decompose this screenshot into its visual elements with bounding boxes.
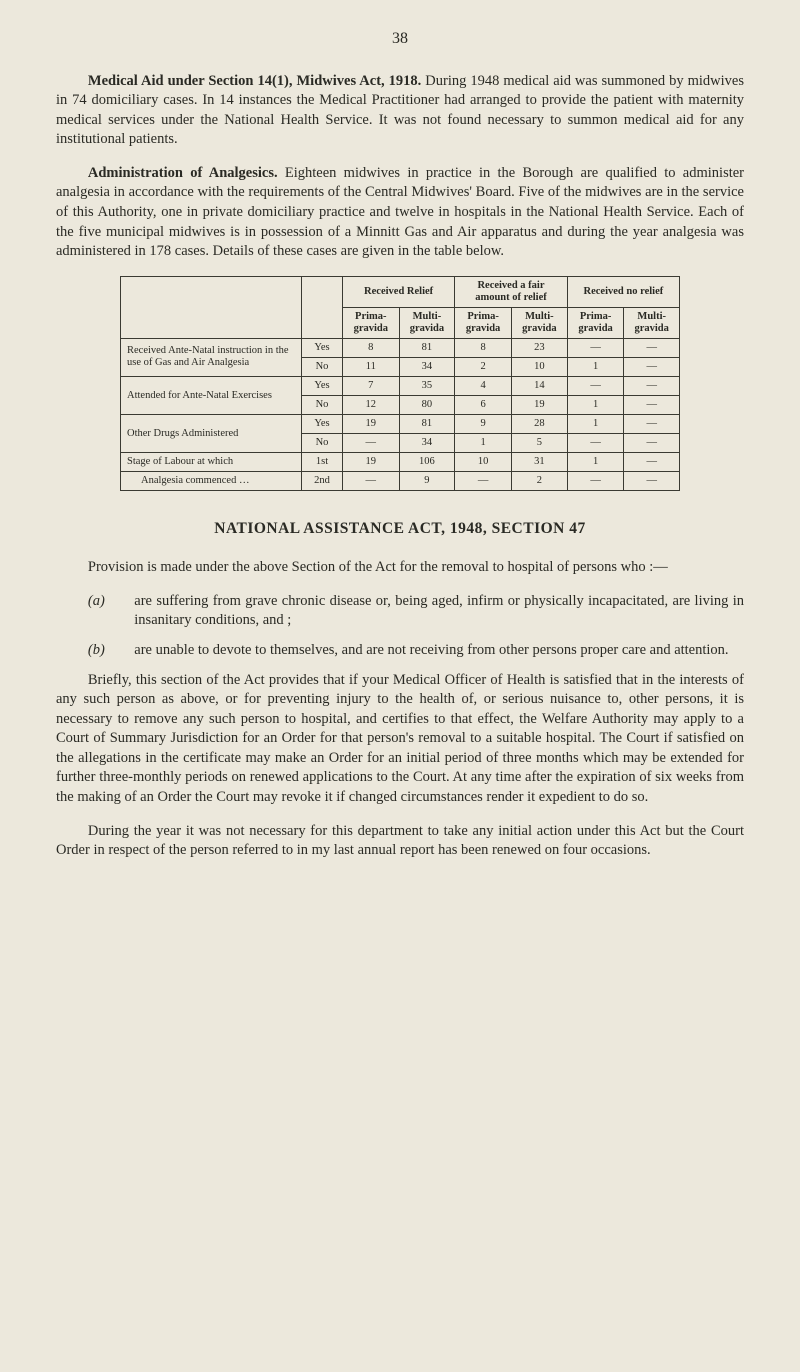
cell: 8: [455, 338, 512, 357]
table-row: Attended for Ante-Natal Exercises Yes 7 …: [121, 377, 680, 396]
row-label: Stage of Labour at which: [121, 453, 302, 472]
cell: 14: [512, 377, 568, 396]
row-sub: Yes: [302, 377, 343, 396]
cell: —: [567, 377, 624, 396]
list-body: are suffering from grave chronic disease…: [134, 592, 744, 631]
cell: 80: [399, 396, 455, 415]
cell: 4: [455, 377, 512, 396]
list-marker: (a): [56, 592, 134, 631]
cell: 23: [512, 338, 568, 357]
cell: —: [567, 338, 624, 357]
cell: 35: [399, 377, 455, 396]
row-sub: Yes: [302, 415, 343, 434]
th-sub: Multi-gravida: [624, 307, 680, 338]
paragraph-analgesics: Administration of Analgesics. Eighteen m…: [56, 164, 744, 262]
table-wrap: Received Relief Received a fair amount o…: [56, 276, 744, 492]
cell: —: [624, 434, 680, 453]
th-received-relief: Received Relief: [343, 276, 455, 307]
analgesia-table: Received Relief Received a fair amount o…: [120, 276, 680, 492]
row-label: Other Drugs Administered: [121, 415, 302, 453]
row-sub: 2nd: [302, 472, 343, 491]
cell: —: [624, 472, 680, 491]
table-header-row-1: Received Relief Received a fair amount o…: [121, 276, 680, 307]
row-label: Analgesia commenced …: [121, 472, 302, 491]
th-sub: Prima-gravida: [343, 307, 400, 338]
row-sub: Yes: [302, 338, 343, 357]
cell: —: [343, 434, 400, 453]
th-sub: Prima-gravida: [455, 307, 512, 338]
cell: —: [567, 434, 624, 453]
cell: 19: [512, 396, 568, 415]
lead-medical-aid: Medical Aid under Section 14(1), Midwive…: [88, 73, 421, 89]
list-item-a: (a) are suffering from grave chronic dis…: [56, 592, 744, 631]
cell: 9: [399, 472, 455, 491]
cell: 2: [455, 357, 512, 376]
cell: —: [624, 396, 680, 415]
paragraph-medical-aid: Medical Aid under Section 14(1), Midwive…: [56, 72, 744, 150]
cell: 9: [455, 415, 512, 434]
cell: 81: [399, 338, 455, 357]
cell: 8: [343, 338, 400, 357]
cell: 1: [567, 453, 624, 472]
table-row: Received Ante-Natal instruction in the u…: [121, 338, 680, 357]
cell: 1: [567, 415, 624, 434]
cell: 1: [567, 396, 624, 415]
cell: 34: [399, 357, 455, 376]
cell: —: [624, 415, 680, 434]
table-row: Stage of Labour at which 1st 19 106 10 3…: [121, 453, 680, 472]
cell: 19: [343, 453, 400, 472]
cell: 34: [399, 434, 455, 453]
cell: —: [455, 472, 512, 491]
th-no-relief: Received no relief: [567, 276, 679, 307]
table-row: Analgesia commenced … 2nd — 9 — 2 — —: [121, 472, 680, 491]
row-sub: No: [302, 396, 343, 415]
cell: 106: [399, 453, 455, 472]
cell: —: [567, 472, 624, 491]
lead-analgesics: Administration of Analgesics.: [88, 165, 278, 181]
cell: 12: [343, 396, 400, 415]
row-sub: No: [302, 357, 343, 376]
cell: 10: [512, 357, 568, 376]
table-row: Other Drugs Administered Yes 19 81 9 28 …: [121, 415, 680, 434]
list-item-b: (b) are unable to devote to themselves, …: [56, 641, 744, 661]
cell: 1: [567, 357, 624, 376]
cell: 31: [512, 453, 568, 472]
paragraph-briefly: Briefly, this section of the Act provide…: [56, 671, 744, 808]
cell: 19: [343, 415, 400, 434]
page-number: 38: [56, 28, 744, 50]
row-sub: 1st: [302, 453, 343, 472]
list-body: are unable to devote to themselves, and …: [134, 641, 744, 661]
th-sub: Multi-gravida: [399, 307, 455, 338]
cell: 2: [512, 472, 568, 491]
th-fair-relief: Received a fair amount of relief: [455, 276, 568, 307]
cell: 28: [512, 415, 568, 434]
paragraph-during-year: During the year it was not necessary for…: [56, 822, 744, 861]
cell: —: [624, 453, 680, 472]
cell: 1: [455, 434, 512, 453]
row-label: Attended for Ante-Natal Exercises: [121, 377, 302, 415]
th-sub: Multi-gravida: [512, 307, 568, 338]
row-label: Received Ante-Natal instruction in the u…: [121, 338, 302, 376]
cell: —: [624, 338, 680, 357]
cell: —: [624, 377, 680, 396]
section-title: NATIONAL ASSISTANCE ACT, 1948, SECTION 4…: [56, 519, 744, 540]
cell: 6: [455, 396, 512, 415]
cell: —: [624, 357, 680, 376]
cell: 10: [455, 453, 512, 472]
cell: —: [343, 472, 400, 491]
cell: 81: [399, 415, 455, 434]
paragraph-provision: Provision is made under the above Sectio…: [56, 558, 744, 578]
cell: 5: [512, 434, 568, 453]
cell: 7: [343, 377, 400, 396]
cell: 11: [343, 357, 400, 376]
th-sub: Prima-gravida: [567, 307, 624, 338]
row-sub: No: [302, 434, 343, 453]
list-marker: (b): [56, 641, 134, 661]
